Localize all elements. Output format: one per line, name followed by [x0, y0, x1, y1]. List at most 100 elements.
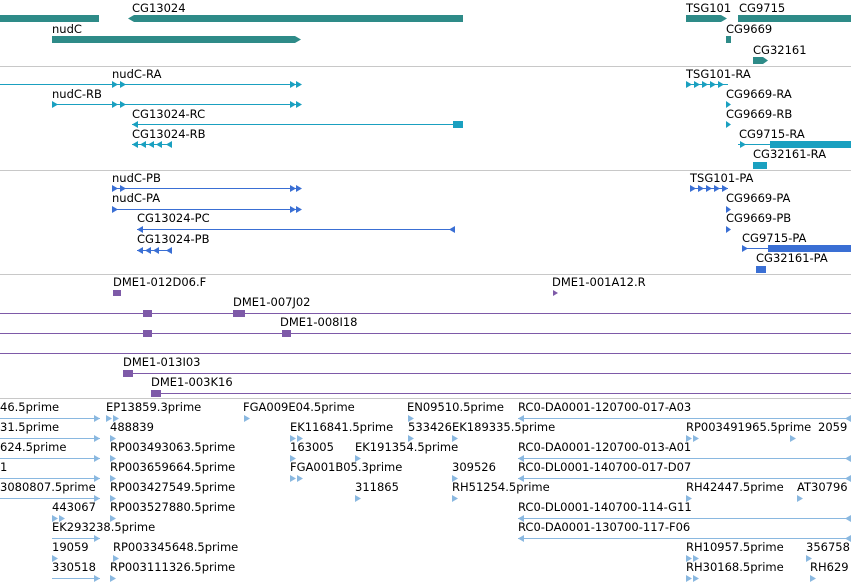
est-label[interactable]: RC0-DL0001-140700-114-G11	[518, 500, 692, 514]
est-label[interactable]: 624.5prime	[0, 440, 67, 454]
est-label[interactable]: 443067	[52, 500, 96, 514]
transcript-label[interactable]: CG9669-RA	[726, 87, 792, 101]
transcript-label[interactable]: CG9669-RB	[726, 107, 793, 121]
transcript-label[interactable]: nudC-RA	[112, 67, 162, 81]
est-label[interactable]: RH629	[810, 560, 849, 574]
clone-label[interactable]: DME1-003K16	[151, 375, 233, 389]
est-label[interactable]: 311865	[355, 480, 399, 494]
est-label[interactable]: RH42447.5prime	[686, 480, 784, 494]
est-label[interactable]: 163005	[290, 440, 334, 454]
est-label[interactable]: 488839	[110, 420, 154, 434]
exon-block	[756, 266, 766, 273]
est-label[interactable]: RC0-DL0001-140700-017-D07	[518, 460, 692, 474]
arrow-icon	[110, 435, 116, 442]
arrow-icon	[297, 435, 303, 442]
transcript-label[interactable]: CG13024-RC	[132, 107, 206, 121]
transcript-label[interactable]: CG13024-PB	[137, 232, 210, 246]
est-label[interactable]: EK116841.5prime	[290, 420, 394, 434]
transcript-label[interactable]: CG32161-RA	[753, 147, 827, 161]
gene-label[interactable]: CG32161	[753, 43, 807, 57]
est-label[interactable]: 46.5prime	[0, 400, 60, 414]
est-label[interactable]: 1	[0, 460, 8, 474]
est-label[interactable]: EN09510.5prime	[407, 400, 504, 414]
est-label[interactable]: 31.5prime	[0, 420, 60, 434]
arrow-icon	[120, 101, 126, 108]
transcript-label[interactable]: CG9715-RA	[739, 127, 805, 141]
gene-label[interactable]: TSG101	[686, 1, 732, 15]
transcript-label[interactable]: nudC-PB	[112, 171, 161, 185]
est-label[interactable]: 309526	[452, 460, 496, 474]
gene-label[interactable]: CG13024	[132, 1, 186, 15]
est-label[interactable]: 19059	[52, 540, 89, 554]
arrow-icon	[110, 515, 116, 522]
est-label[interactable]: RC0-DA0001-120700-013-A01	[518, 440, 692, 454]
est-label[interactable]: RP003427549.5prime	[110, 480, 236, 494]
est-label[interactable]: 3080807.5prime	[0, 480, 96, 494]
arrow-icon	[290, 455, 296, 462]
est-label[interactable]: 356758	[806, 540, 850, 554]
clone-label[interactable]: DME1-012D06.F	[113, 275, 207, 289]
transcript-label[interactable]: CG9669-PB	[726, 211, 792, 225]
est-label[interactable]: EP13859.3prime	[106, 400, 202, 414]
gene-label[interactable]: CG9669	[726, 22, 773, 36]
gene-glyph-cg13024[interactable]	[134, 15, 463, 22]
gene-label[interactable]: nudC	[52, 22, 82, 36]
clone-label[interactable]: DME1-008I18	[280, 315, 358, 329]
gene-glyph-cg9715[interactable]	[738, 15, 851, 22]
arrow-icon	[166, 141, 172, 148]
transcript-label[interactable]: TSG101-RA	[686, 67, 751, 81]
gene-glyph-cg9669[interactable]	[726, 36, 731, 43]
gene-glyph-cg32161[interactable]	[753, 57, 763, 64]
arrow-icon	[714, 185, 720, 192]
est-label[interactable]: 330518	[52, 560, 96, 574]
gene-glyph-nudc[interactable]	[52, 36, 295, 43]
est-label[interactable]: RH51254.5prime	[452, 480, 550, 494]
est-label[interactable]: RP003493063.5prime	[110, 440, 236, 454]
est-label[interactable]: 2059	[818, 420, 848, 434]
est-label[interactable]: FGA001B05.3prime	[290, 460, 403, 474]
gene-glyph-left[interactable]	[0, 15, 99, 22]
clone-label[interactable]: DME1-013I03	[123, 355, 201, 369]
transcript-label[interactable]: CG13024-RB	[132, 127, 206, 141]
clone-block	[123, 370, 133, 377]
arrow-icon	[694, 81, 700, 88]
exon-block	[768, 245, 851, 252]
arrow-icon	[52, 515, 58, 522]
est-label[interactable]: FGA009E04.5prime	[243, 400, 355, 414]
est-label[interactable]: EK293238.5prime	[52, 520, 156, 534]
transcript-label[interactable]: CG9669-PA	[726, 191, 791, 205]
clone-block	[233, 310, 245, 317]
arrow-icon	[52, 555, 58, 562]
arrow-icon	[120, 81, 126, 88]
arrow-icon	[94, 415, 100, 422]
transcript-label[interactable]: CG32161-PA	[756, 251, 828, 265]
est-label[interactable]: RC0-DA0001-130700-117-F06	[518, 520, 691, 534]
transcript-label[interactable]: CG9715-PA	[742, 231, 807, 245]
est-label[interactable]: RP003111326.5prime	[110, 560, 236, 574]
est-label[interactable]: RH10957.5prime	[686, 540, 784, 554]
arrow-icon	[290, 81, 296, 88]
arrow-icon	[686, 81, 692, 88]
transcript-label[interactable]: nudC-RB	[52, 87, 102, 101]
est-label[interactable]: RP003527880.5prime	[110, 500, 236, 514]
transcript-label[interactable]: TSG101-PA	[690, 171, 754, 185]
est-label[interactable]: RP003345648.5prime	[113, 540, 239, 554]
gene-label[interactable]: CG9715	[739, 1, 786, 15]
gene-glyph-tsg101[interactable]	[686, 15, 721, 22]
transcript-label[interactable]: nudC-PA	[112, 191, 161, 205]
est-label[interactable]: EK191354.5prime	[355, 440, 459, 454]
arrow-icon	[355, 455, 361, 462]
clone-label[interactable]: DME1-001A12.R	[552, 275, 646, 289]
gene-track	[0, 15, 851, 64]
est-label[interactable]: RC0-DA0001-120700-017-A03	[518, 400, 692, 414]
est-label[interactable]: EK189335.5prime	[452, 420, 556, 434]
est-label[interactable]: RP003491965.5prime	[686, 420, 812, 434]
arrow-icon	[290, 435, 296, 442]
transcript-label[interactable]: CG13024-PC	[137, 211, 210, 225]
est-label[interactable]: 533426	[408, 420, 452, 434]
clone-label[interactable]: DME1-007J02	[233, 295, 311, 309]
est-label[interactable]: RH30168.5prime	[686, 560, 784, 574]
arrow-icon	[722, 185, 728, 192]
est-label[interactable]: AT30796	[797, 480, 848, 494]
est-label[interactable]: RP003659664.5prime	[110, 460, 236, 474]
